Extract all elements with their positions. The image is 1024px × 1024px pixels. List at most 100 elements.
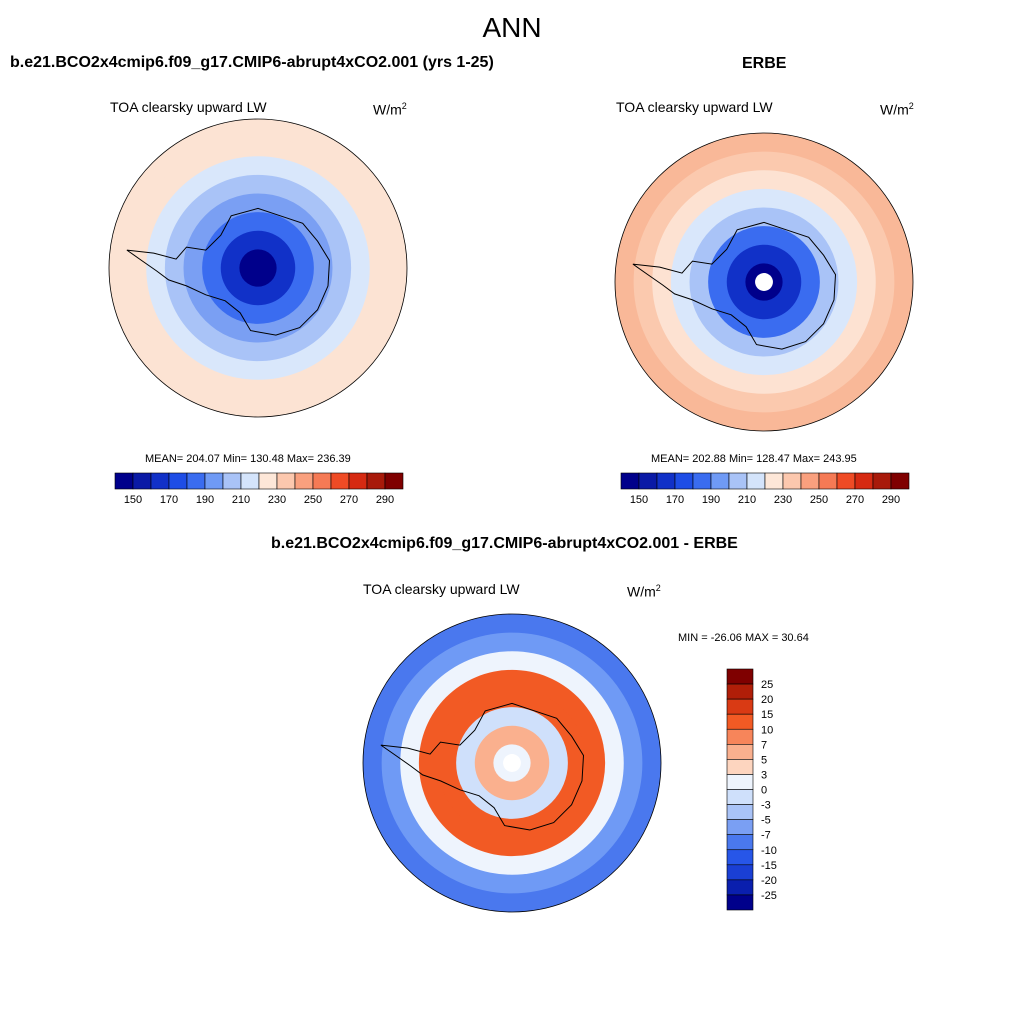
diff-panel-colorbar-box (726, 849, 754, 866)
panel-1-contour-band (239, 249, 277, 287)
diff-panel-colorbar-box (726, 683, 754, 700)
diff-panel-colorbar-box (726, 894, 754, 911)
panel-1-colorbar-box (366, 472, 386, 490)
diff-panel-colorbar-box (726, 879, 754, 896)
diff-panel-colorbar-label: -15 (761, 860, 777, 872)
panel-2-colorbar-box (638, 472, 658, 490)
panel-2-colorbar-box (800, 472, 820, 490)
diff-panel-colorbar-label: 0 (761, 785, 767, 797)
panel-1-colorbar-box (312, 472, 332, 490)
panel-1-colorbar: 150 170 190 210 230 250 270 290 (114, 472, 404, 506)
diff-panel-colorbar-label: -25 (761, 890, 777, 902)
panel-2-variable: TOA clearsky upward LW (616, 99, 773, 115)
diff-panel-colorbar-box (726, 819, 754, 835)
diff-panel-map-border (362, 613, 662, 913)
diff-panel-coastline (380, 702, 585, 831)
diff-panel-variable: TOA clearsky upward LW (363, 581, 520, 597)
diff-panel-colorbar-label: 3 (761, 769, 767, 781)
panel-2-colorbar-box (872, 472, 892, 490)
panel-1-colorbar-box (114, 472, 134, 490)
panel-2-coastline (632, 221, 837, 350)
panel-1-colorbar-box (150, 472, 170, 490)
panel-1-units: W/m2 (373, 101, 407, 118)
panel-2-colorbar-label: 250 (810, 494, 828, 506)
diff-panel-colorbar-box (726, 713, 754, 730)
panel-1-colorbar-label: 150 (124, 494, 142, 506)
diff-panel-colorbar-label: -10 (761, 845, 777, 857)
panel-2-colorbar-box (836, 472, 856, 490)
panel-1-stats: MEAN= 204.07 Min= 130.48 Max= 236.39 (145, 453, 351, 465)
panel-2-colorbar-label: 170 (666, 494, 684, 506)
panel-2-colorbar-label: 290 (882, 494, 900, 506)
panel-2-colorbar-box (746, 472, 766, 490)
panel-1-colorbar-box (258, 472, 278, 490)
diff-panel-colorbar-box (726, 728, 754, 745)
panel-2-missing-data (755, 273, 773, 291)
panel-2-colorbar-box (728, 472, 748, 490)
diff-panel-colorbar-label: -3 (761, 800, 771, 812)
panel-2-map-border (614, 132, 914, 432)
panel-2-colorbar-label: 150 (630, 494, 648, 506)
panel-2-stats: MEAN= 202.88 Min= 128.47 Max= 243.95 (651, 453, 857, 465)
diff-panel-colorbar-box (726, 834, 754, 851)
panel-1-colorbar-label: 210 (232, 494, 250, 506)
panel-1-map-border (108, 118, 408, 418)
panel-1-colorbar-label: 290 (376, 494, 394, 506)
diff-panel-colorbar-label: 10 (761, 724, 773, 736)
diff-panel-colorbar-box (726, 804, 754, 820)
panel-2-colorbar-box (620, 472, 640, 490)
diff-panel-colorbar-label: 25 (761, 679, 773, 691)
panel-1-colorbar-box (132, 472, 152, 490)
diff-panel-stats: MIN = -26.06 MAX = 30.64 (678, 632, 809, 644)
panel-2-colorbar-box (674, 472, 694, 490)
panel-2-colorbar-label: 270 (846, 494, 864, 506)
diff-panel-colorbar-box (726, 774, 754, 790)
panel-2-colorbar-box (692, 472, 712, 490)
diff-panel-colorbar-box (726, 759, 754, 775)
panel-1-colorbar-box (348, 472, 368, 490)
diff-panel-colorbar-box (726, 698, 754, 715)
diff-panel-title: b.e21.BCO2x4cmip6.f09_g17.CMIP6-abrupt4x… (271, 535, 738, 552)
main-title: ANN (482, 12, 542, 43)
panel-2-colorbar-box (782, 472, 802, 490)
diff-panel-colorbar: 25 20 15 10 7 5 3 0 -3 -5 -7 -10 -15 -20 -25 (726, 668, 777, 911)
panel-1-colorbar-label: 270 (340, 494, 358, 506)
diff-panel-colorbar-box (726, 744, 754, 760)
panel-1-title: b.e21.BCO2x4cmip6.f09_g17.CMIP6-abrupt4x… (10, 54, 494, 71)
diff-panel-colorbar-label: 15 (761, 709, 773, 721)
panel-1-colorbar-box (222, 472, 242, 490)
panel-2-colorbar-label: 230 (774, 494, 792, 506)
panel-2-colorbar-box (854, 472, 874, 490)
panel-1-colorbar-box (204, 472, 224, 490)
diff-panel-colorbar-box (726, 668, 754, 685)
diff-panel-colorbar-label: 5 (761, 754, 767, 766)
panel-2-colorbar-label: 190 (702, 494, 720, 506)
panel-1-colorbar-box (240, 472, 260, 490)
panel-2-colorbar-box (818, 472, 838, 490)
panel-1-colorbar-box (330, 472, 350, 490)
diff-panel-colorbar-label: -5 (761, 815, 771, 827)
panel-1-colorbar-label: 250 (304, 494, 322, 506)
panel-1-colorbar-box (384, 472, 404, 490)
panel-2-colorbar-box (890, 472, 910, 490)
panel-2-title: ERBE (742, 55, 787, 72)
diff-panel-colorbar-box (726, 789, 754, 805)
panel-1-colorbar-box (276, 472, 296, 490)
panel-1-colorbar-box (186, 472, 206, 490)
diff-panel-missing-data (503, 754, 521, 772)
diff-panel-colorbar-box (726, 864, 754, 881)
panel-1-colorbar-box (168, 472, 188, 490)
panel-1-coastline (126, 207, 331, 336)
panel-2-colorbar-box (656, 472, 676, 490)
diff-panel-colorbar-label: -20 (761, 875, 777, 887)
panel-1-colorbar-box (294, 472, 314, 490)
panel-2-colorbar-box (764, 472, 784, 490)
panel-2-map (614, 132, 914, 432)
diff-panel-colorbar-label: 7 (761, 739, 767, 751)
panel-2-colorbar: 150 170 190 210 230 250 270 290 (620, 472, 910, 506)
diff-panel-map (362, 613, 662, 913)
panel-2-units: W/m2 (880, 101, 914, 118)
panel-2-colorbar-box (710, 472, 730, 490)
panel-2-colorbar-label: 210 (738, 494, 756, 506)
